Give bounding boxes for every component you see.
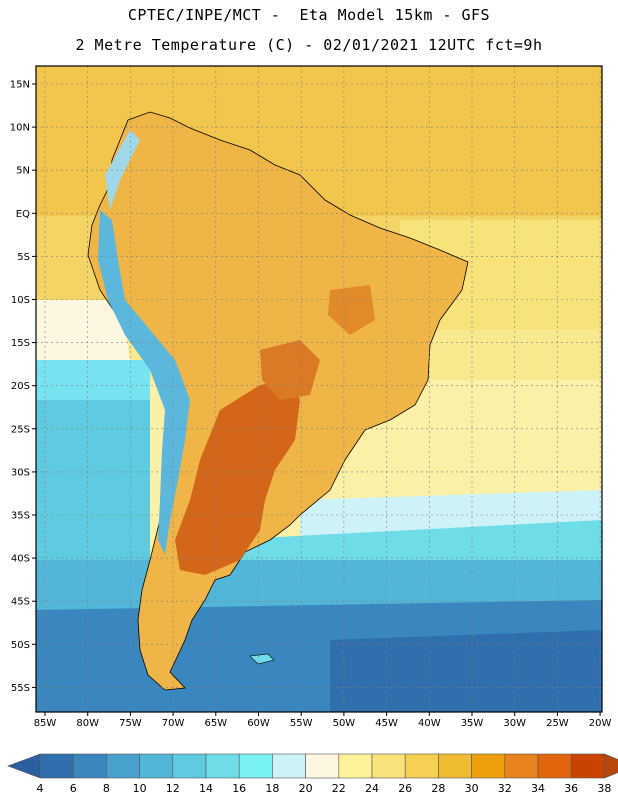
colorbar-swatch <box>272 753 306 779</box>
colorbar-label: 12 <box>166 782 180 795</box>
colorbar-label: 24 <box>365 782 379 795</box>
colorbar-swatch <box>205 753 240 779</box>
colorbar-swatch <box>438 753 472 779</box>
colorbar-swatch <box>39 753 74 779</box>
title-line-1: CPTEC/INPE/MCT - Eta Model 15km - GFS <box>127 6 491 24</box>
lon-label: 85W <box>34 718 57 729</box>
lat-label: 10N <box>10 123 30 134</box>
colorbar-swatch <box>404 753 439 779</box>
colorbar-low-arrow <box>7 753 41 779</box>
colorbar-label: 18 <box>265 782 279 795</box>
colorbar-swatch <box>139 753 174 779</box>
colorbar-label: 36 <box>564 782 578 795</box>
colorbar-high-arrow <box>604 753 618 779</box>
lon-label: 25W <box>546 718 569 729</box>
lat-label: 5S <box>17 252 30 263</box>
colorbar-swatch <box>504 753 539 779</box>
colorbar-swatch <box>570 753 605 779</box>
graticule <box>36 66 602 712</box>
colorbar-swatch <box>537 753 572 779</box>
hot-core-pantanal <box>260 340 320 400</box>
colorbar-label: 10 <box>133 782 147 795</box>
title-line-2: 2 Metre Temperature (C) - 02/01/2021 12U… <box>75 36 543 54</box>
colorbar-label: 6 <box>70 782 77 795</box>
colorbar-label: 22 <box>332 782 346 795</box>
lon-label: 30W <box>503 718 526 729</box>
colorbar-label: 4 <box>37 782 44 795</box>
lon-label: 70W <box>162 718 185 729</box>
lon-label: 60W <box>247 718 270 729</box>
lat-label: 20S <box>11 381 30 392</box>
falkland-islands <box>249 653 275 665</box>
lon-label: 75W <box>119 718 142 729</box>
colorbar-swatch <box>305 753 340 779</box>
lat-label: 35S <box>11 511 30 522</box>
lon-label: 45W <box>375 718 398 729</box>
colorbar: 4 6 8 10 12 14 16 18 20 22 24 26 28 30 32 34 36 38 <box>7 753 618 795</box>
colorbar-label: 30 <box>465 782 479 795</box>
colorbar-label: 8 <box>103 782 110 795</box>
hot-core-brazil <box>328 285 375 335</box>
colorbar-label: 14 <box>199 782 213 795</box>
lat-label: 15S <box>11 338 30 349</box>
latitude-axis: 15N 10N 5N EQ 5S 10S 15S 20S 25S 30S 35S 40S 45S 50S 5… <box>10 80 36 694</box>
colorbar-label: 26 <box>398 782 412 795</box>
lat-label: 30S <box>11 467 30 478</box>
colorbar-label: 16 <box>232 782 246 795</box>
ocean-south-4 <box>330 630 602 712</box>
longitude-axis: 85W 80W 75W 70W 65W 60W 55W 50W 45W 40W 35W 30W 25W 2… <box>34 712 612 729</box>
colorbar-label: 38 <box>597 782 611 795</box>
ocean-pacific-20 <box>36 300 130 360</box>
colorbar-swatch <box>471 753 506 779</box>
lon-label: 55W <box>290 718 313 729</box>
hot-core-south <box>175 380 300 575</box>
colorbar-swatch <box>72 753 107 779</box>
temperature-field <box>36 66 602 712</box>
lon-label: 20W <box>589 718 612 729</box>
lat-label: 5N <box>16 166 30 177</box>
colorbar-swatch <box>238 753 273 779</box>
lat-label: 50S <box>11 640 30 651</box>
colorbar-label: 34 <box>531 782 545 795</box>
lon-label: 35W <box>461 718 484 729</box>
andes-cold-strip <box>98 210 190 555</box>
lat-label: 45S <box>11 597 30 608</box>
lon-label: 40W <box>418 718 441 729</box>
colorbar-swatch <box>172 753 207 779</box>
lon-label: 65W <box>204 718 227 729</box>
colorbar-label: 28 <box>431 782 445 795</box>
lat-label: EQ <box>16 209 30 220</box>
lon-label: 50W <box>333 718 356 729</box>
lat-label: 10S <box>11 295 30 306</box>
lon-label: 80W <box>76 718 99 729</box>
colorbar-swatch <box>338 753 373 779</box>
lat-label: 55S <box>11 683 30 694</box>
colorbar-label: 32 <box>498 782 512 795</box>
plot-frame <box>35 65 603 713</box>
lat-label: 15N <box>10 80 30 91</box>
colorbar-swatch <box>371 753 406 779</box>
lat-label: 25S <box>11 424 30 435</box>
lat-label: 40S <box>11 554 30 565</box>
colorbar-swatch <box>106 753 140 779</box>
colorbar-label: 20 <box>299 782 313 795</box>
